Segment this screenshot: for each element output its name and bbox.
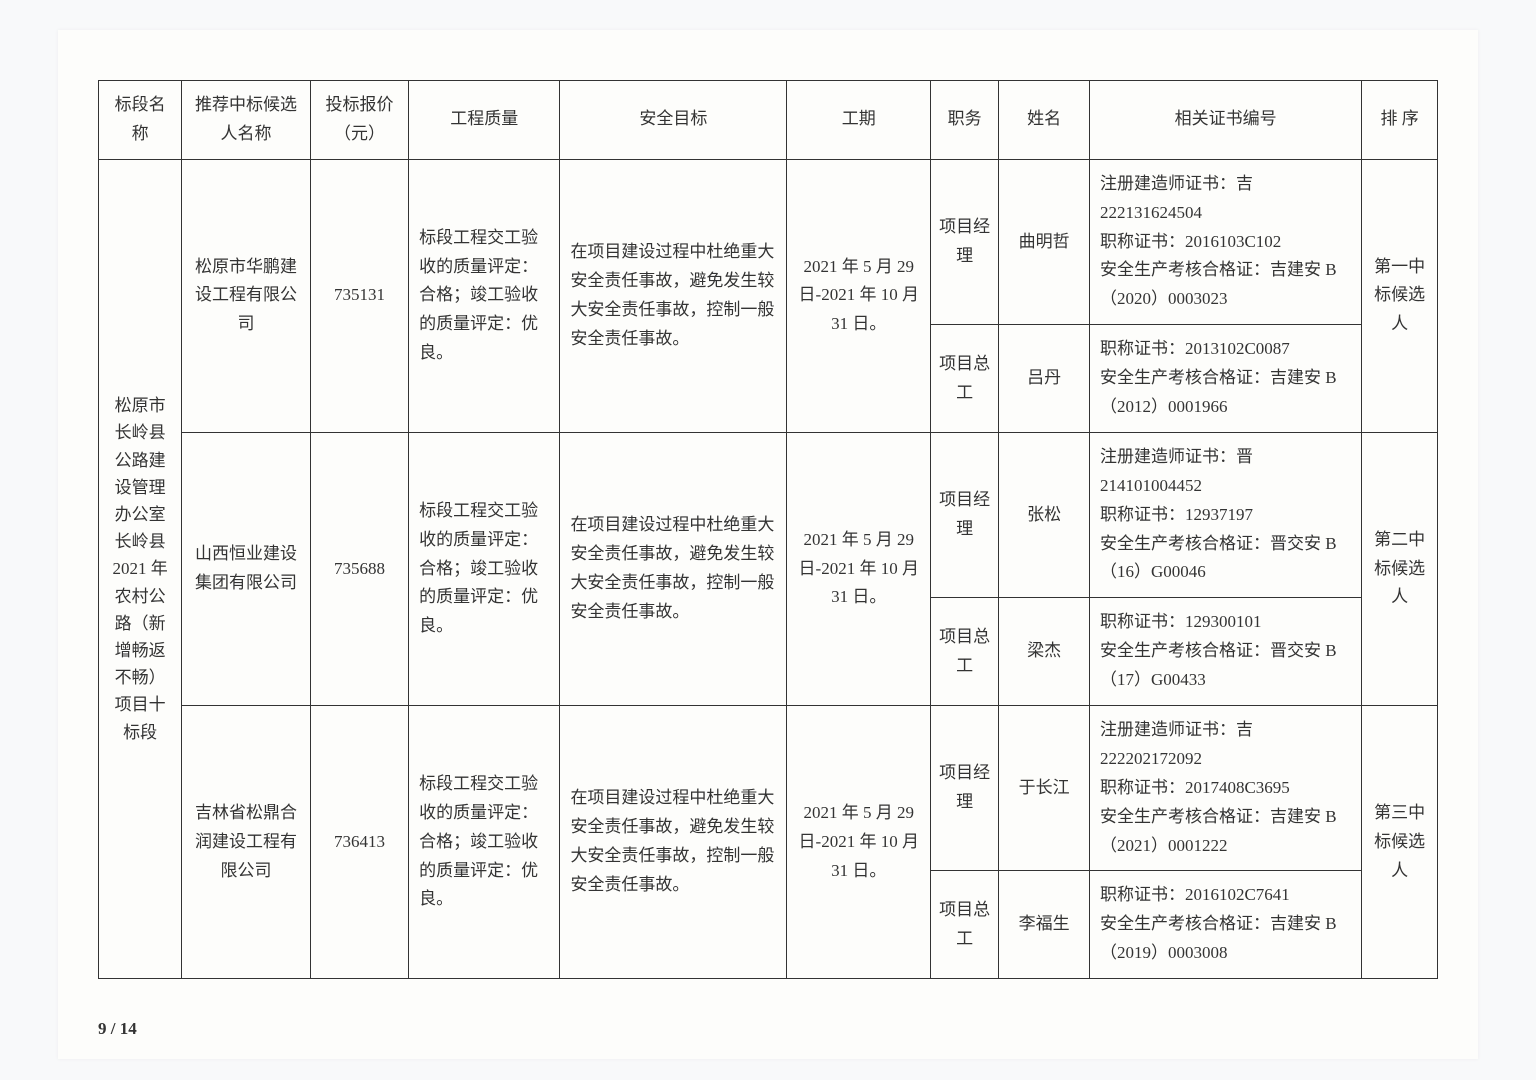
cell-cert: 注册建造师证书：吉 222202172092职称证书：2017408C3695安…: [1089, 706, 1361, 871]
cell-rank: 第一中标候选人: [1362, 159, 1438, 432]
cell-quality: 标段工程交工验收的质量评定：合格；竣工验收的质量评定：优良。: [409, 159, 560, 432]
header-cert: 相关证书编号: [1089, 81, 1361, 160]
cell-quality: 标段工程交工验收的质量评定：合格；竣工验收的质量评定：优良。: [409, 432, 560, 705]
table-row: 山西恒业建设集团有限公司 735688 标段工程交工验收的质量评定：合格；竣工验…: [99, 432, 1438, 597]
cell-personnel-name: 梁杰: [999, 598, 1090, 706]
header-price: 投标报价（元）: [310, 81, 408, 160]
table-header-row: 标段名称 推荐中标候选人名称 投标报价（元） 工程质量 安全目标 工期 职务 姓…: [99, 81, 1438, 160]
cell-period: 2021 年 5 月 29 日-2021 年 10 月 31 日。: [787, 432, 931, 705]
cell-cert: 职称证书：2016102C7641安全生产考核合格证：吉建安 B（2019）00…: [1089, 871, 1361, 979]
header-period: 工期: [787, 81, 931, 160]
cell-company: 吉林省松鼎合润建设工程有限公司: [182, 706, 311, 979]
cell-company: 松原市华鹏建设工程有限公司: [182, 159, 311, 432]
cell-price: 735131: [310, 159, 408, 432]
cell-company: 山西恒业建设集团有限公司: [182, 432, 311, 705]
page-footer: 9 / 14: [98, 1019, 1438, 1039]
cell-safety: 在项目建设过程中杜绝重大安全责任事故，避免发生较大安全责任事故，控制一般安全责任…: [560, 706, 787, 979]
cell-personnel-name: 李福生: [999, 871, 1090, 979]
cell-safety: 在项目建设过程中杜绝重大安全责任事故，避免发生较大安全责任事故，控制一般安全责任…: [560, 432, 787, 705]
header-rank: 排 序: [1362, 81, 1438, 160]
cell-position: 项目经理: [931, 159, 999, 324]
cell-rank: 第三中标候选人: [1362, 706, 1438, 979]
cell-cert: 注册建造师证书：吉 222131624504职称证书：2016103C102安全…: [1089, 159, 1361, 324]
cell-cert: 注册建造师证书：晋 214101004452职称证书：12937197安全生产考…: [1089, 432, 1361, 597]
cell-cert: 职称证书：129300101安全生产考核合格证：晋交安 B（17）G00433: [1089, 598, 1361, 706]
cell-position: 项目经理: [931, 432, 999, 597]
header-safety: 安全目标: [560, 81, 787, 160]
cell-period: 2021 年 5 月 29 日-2021 年 10 月 31 日。: [787, 159, 931, 432]
header-section: 标段名称: [99, 81, 182, 160]
cell-cert: 职称证书：2013102C0087安全生产考核合格证：吉建安 B（2012）00…: [1089, 325, 1361, 433]
cell-rank: 第二中标候选人: [1362, 432, 1438, 705]
document-page: 标段名称 推荐中标候选人名称 投标报价（元） 工程质量 安全目标 工期 职务 姓…: [58, 30, 1478, 1059]
table-body: 松原市长岭县公路建设管理办公室长岭县 2021 年农村公路（新增畅返不畅）项目十…: [99, 159, 1438, 978]
cell-personnel-name: 吕丹: [999, 325, 1090, 433]
cell-personnel-name: 于长江: [999, 706, 1090, 871]
cell-quality: 标段工程交工验收的质量评定：合格；竣工验收的质量评定：优良。: [409, 706, 560, 979]
cell-section-name: 松原市长岭县公路建设管理办公室长岭县 2021 年农村公路（新增畅返不畅）项目十…: [99, 159, 182, 978]
cell-personnel-name: 张松: [999, 432, 1090, 597]
header-company: 推荐中标候选人名称: [182, 81, 311, 160]
cell-position: 项目总工: [931, 598, 999, 706]
cell-personnel-name: 曲明哲: [999, 159, 1090, 324]
header-name: 姓名: [999, 81, 1090, 160]
cell-price: 736413: [310, 706, 408, 979]
cell-position: 项目经理: [931, 706, 999, 871]
cell-position: 项目总工: [931, 871, 999, 979]
cell-safety: 在项目建设过程中杜绝重大安全责任事故，避免发生较大安全责任事故，控制一般安全责任…: [560, 159, 787, 432]
table-row: 吉林省松鼎合润建设工程有限公司 736413 标段工程交工验收的质量评定：合格；…: [99, 706, 1438, 871]
table-row: 松原市长岭县公路建设管理办公室长岭县 2021 年农村公路（新增畅返不畅）项目十…: [99, 159, 1438, 324]
cell-price: 735688: [310, 432, 408, 705]
cell-position: 项目总工: [931, 325, 999, 433]
header-position: 职务: [931, 81, 999, 160]
header-quality: 工程质量: [409, 81, 560, 160]
bid-candidates-table: 标段名称 推荐中标候选人名称 投标报价（元） 工程质量 安全目标 工期 职务 姓…: [98, 80, 1438, 979]
cell-period: 2021 年 5 月 29 日-2021 年 10 月 31 日。: [787, 706, 931, 979]
